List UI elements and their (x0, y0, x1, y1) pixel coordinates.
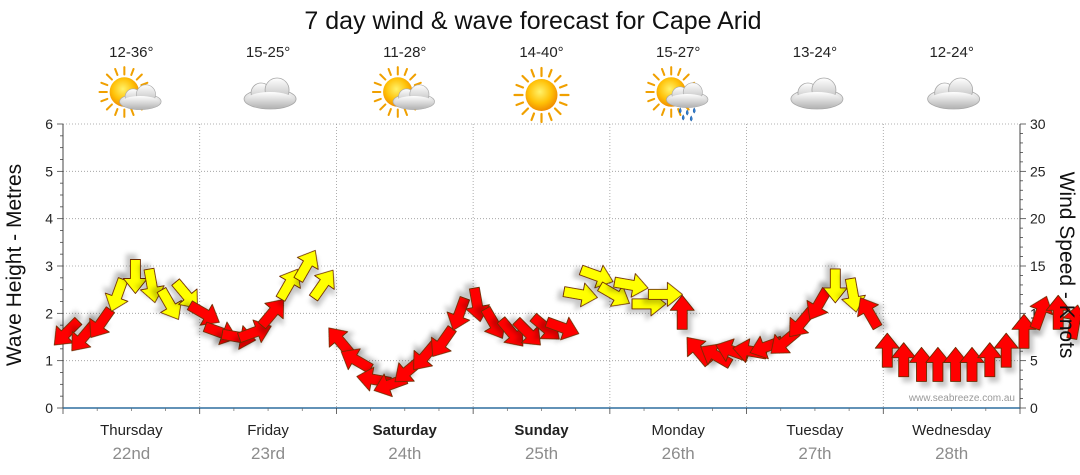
wind-arrows (53, 249, 1080, 398)
day-labels: Thursday 22nd Friday 23rd Saturday 24th Sunday… (100, 422, 992, 463)
chart-title: 7 day wind & wave forecast for Cape Arid (304, 7, 761, 35)
wind-arrow (293, 249, 319, 283)
day-date: 24th (388, 444, 421, 463)
cloud-icon (790, 77, 844, 110)
wind-arrow (943, 346, 969, 382)
day-temperature: 15-27° (656, 44, 700, 61)
day-date: 25th (525, 444, 558, 463)
wind-arrow (977, 342, 1003, 378)
weather-header: 12-36° 15-25° 11-28° 14-40° 15-27° 13-24° 12-2… (98, 44, 981, 124)
left-tick-label: 2 (45, 305, 53, 321)
left-tick-label: 5 (45, 163, 53, 179)
wind-arrow (446, 296, 471, 331)
grid (63, 123, 1020, 408)
wind-arrow (1045, 294, 1071, 330)
sun-icon (513, 66, 570, 124)
cloud-icon (927, 77, 981, 110)
wind-arrow (613, 273, 649, 298)
day-date: 22nd (112, 444, 150, 463)
day-name: Wednesday (912, 422, 991, 439)
wind-arrow (909, 346, 934, 382)
wind-arrow (562, 282, 598, 308)
day-name: Thursday (100, 422, 163, 439)
wind-arrow (430, 325, 457, 357)
left-tick-label: 1 (45, 353, 53, 369)
right-axis-label: Wind Speed - Knots (1055, 172, 1078, 359)
right-tick-label: 5 (1030, 353, 1038, 369)
wind-arrow (857, 297, 883, 331)
day-name: Sunday (514, 422, 569, 439)
partly-cloudy-sun-icon (371, 66, 435, 118)
day-date: 28th (935, 444, 968, 463)
left-tick-label: 6 (45, 116, 53, 132)
right-tick-label: 15 (1030, 258, 1046, 274)
day-temperature: 15-25° (246, 44, 290, 61)
wind-arrow (171, 278, 198, 309)
wind-arrow (669, 294, 695, 330)
wind-arrow (156, 287, 182, 320)
wind-arrow (959, 346, 985, 382)
right-tick-label: 20 (1030, 211, 1046, 227)
day-temperature: 11-28° (383, 44, 426, 61)
left-tick-label: 4 (45, 211, 53, 227)
wind-arrow (874, 332, 900, 368)
left-tick-label: 3 (45, 258, 53, 274)
right-tick-label: 30 (1030, 116, 1046, 132)
wind-arrow (89, 306, 115, 338)
wind-arrow (186, 300, 220, 326)
day-temperature: 13-24° (793, 44, 837, 61)
left-tick-label: 0 (45, 400, 53, 416)
wind-arrow (122, 259, 148, 294)
wind-arrow (578, 264, 614, 289)
day-date: 23rd (251, 444, 285, 463)
sun-rain-icon (645, 66, 709, 122)
day-name: Friday (247, 422, 289, 439)
day-name: Saturday (373, 422, 438, 439)
wind-arrow (1011, 313, 1037, 349)
partly-cloudy-sun-icon (98, 66, 162, 118)
right-tick-label: 0 (1030, 400, 1038, 416)
wind-arrow (544, 316, 580, 341)
day-name: Monday (652, 422, 706, 439)
wind-arrow (257, 299, 285, 330)
wind-arrow (104, 277, 129, 312)
left-axis-label: Wave Height - Metres (3, 164, 26, 366)
day-temperature: 14-40° (519, 44, 563, 61)
wind-arrow (993, 332, 1019, 368)
wind-arrow (1062, 304, 1080, 340)
day-temperature: 12-24° (929, 44, 973, 61)
day-date: 26th (662, 444, 695, 463)
wind-arrow (822, 268, 848, 304)
day-temperature: 12-36° (109, 44, 153, 61)
watermark: www.seabreeze.com.au (908, 393, 1015, 404)
day-date: 27th (798, 444, 831, 463)
axes: 0123456051015202530 (45, 116, 1046, 416)
wind-arrow (647, 281, 683, 307)
wind-arrow (308, 269, 335, 302)
day-name: Tuesday (786, 422, 843, 439)
cloud-icon (243, 77, 297, 110)
right-tick-label: 25 (1030, 163, 1046, 179)
wind-arrow (1029, 295, 1054, 331)
wind-arrow (925, 346, 951, 382)
